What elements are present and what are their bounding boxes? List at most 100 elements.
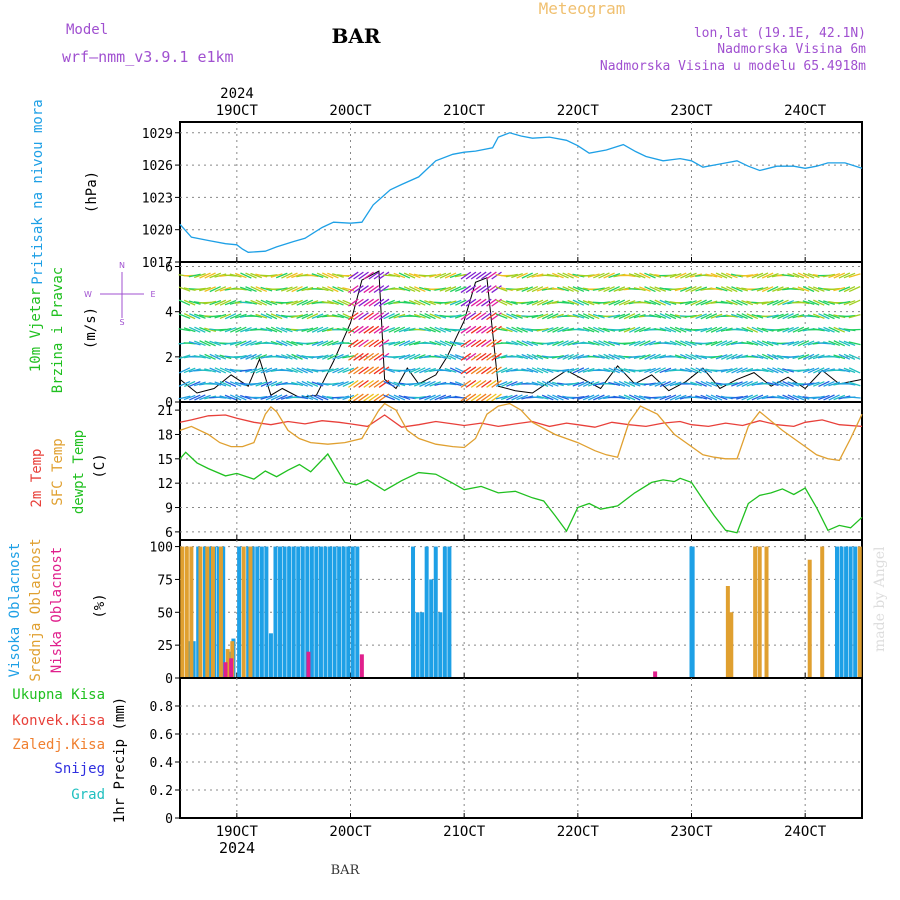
wind-barb xyxy=(214,313,227,319)
wind-barb xyxy=(332,353,344,360)
cloud-bar xyxy=(207,546,212,678)
wind-barb xyxy=(270,381,283,387)
wind-barb xyxy=(679,327,692,333)
wind-barb xyxy=(378,285,390,294)
wind-barb xyxy=(664,394,677,401)
wind-barb xyxy=(603,286,615,293)
wind-barb xyxy=(470,298,482,307)
wind-barb xyxy=(209,299,222,306)
wind-barb xyxy=(659,394,672,401)
wind-barb xyxy=(337,299,349,306)
wind-barb xyxy=(316,272,329,279)
wind-barb xyxy=(224,341,237,345)
wind-barb xyxy=(353,285,364,294)
wind-barb xyxy=(521,368,534,373)
wind-barb xyxy=(444,286,457,293)
wind-barb xyxy=(623,380,636,387)
wind-barb xyxy=(178,367,191,374)
wind-barb xyxy=(311,355,324,359)
wind-barb xyxy=(368,271,380,280)
wind-barb xyxy=(393,287,406,291)
wind-key-s: S xyxy=(119,318,124,327)
wind-barb xyxy=(710,272,723,279)
wind-barb xyxy=(189,326,201,333)
wind-barb xyxy=(649,367,661,374)
wind-barb xyxy=(475,379,487,388)
wind-barb xyxy=(807,367,820,374)
wind-barb xyxy=(531,313,544,319)
panel-frame xyxy=(179,121,863,263)
panel-frame xyxy=(179,677,863,819)
wind-barb xyxy=(761,340,774,347)
wind-barb xyxy=(736,380,748,387)
wind-barb xyxy=(470,379,482,388)
wind-barb xyxy=(408,340,421,346)
precip-legend: Ukupna Kisa Konvek.Kisa Zaledj.Kisa Snijeg G… xyxy=(12,687,105,803)
wind-barb xyxy=(777,299,789,306)
y-tick-label: 6 xyxy=(165,261,173,276)
wind-barb xyxy=(373,285,385,294)
wind-barb xyxy=(669,394,682,401)
wind-barb xyxy=(204,340,216,347)
wind-barb xyxy=(521,272,533,279)
wind-barb xyxy=(348,285,359,294)
wind-barb xyxy=(623,394,636,401)
wind-barb xyxy=(449,367,462,374)
wind-barb xyxy=(838,353,851,360)
wind-barb xyxy=(587,273,600,278)
wind-barb xyxy=(322,272,334,279)
wind-barb xyxy=(353,379,364,388)
wind-barb xyxy=(475,298,487,307)
wind-barb xyxy=(807,273,820,279)
wind-barb xyxy=(813,381,825,387)
y-tick-label: 25 xyxy=(157,639,173,654)
wind-barb xyxy=(403,300,416,305)
wind-barb xyxy=(782,341,795,346)
wind-barb xyxy=(761,353,774,360)
wind-barb xyxy=(623,313,636,320)
wind-barb xyxy=(444,340,457,347)
wind-barb xyxy=(311,340,324,346)
wind-barb xyxy=(337,367,349,374)
wind-barb xyxy=(388,381,401,387)
wind-barb xyxy=(189,313,201,320)
y-tick-label: 1023 xyxy=(142,191,173,206)
wind-barb xyxy=(807,285,820,293)
wind-barb xyxy=(219,299,232,306)
wind-barb xyxy=(736,395,749,400)
wind-barb xyxy=(358,271,369,280)
wind-barb xyxy=(654,354,667,360)
wind-barb xyxy=(649,353,661,360)
wind-barb xyxy=(644,300,656,306)
wind-barb xyxy=(481,271,492,280)
wind-barb xyxy=(368,325,380,334)
cloud-bar xyxy=(198,546,203,678)
wind-barb xyxy=(316,340,329,347)
y-tick-label: 75 xyxy=(157,573,173,588)
wind-barb xyxy=(823,380,835,387)
wind-barb xyxy=(669,381,682,387)
cloud-bar xyxy=(844,546,849,678)
wind-barb xyxy=(178,328,191,332)
wind-barb xyxy=(348,366,359,375)
wind-barb xyxy=(429,340,442,346)
wind-barb xyxy=(772,313,784,319)
wind-barb xyxy=(188,341,201,346)
wind-barb xyxy=(306,326,319,333)
top-date-tick-label: 23OCT xyxy=(670,103,713,119)
wind-barb xyxy=(772,299,784,306)
wind-barb xyxy=(813,367,825,374)
wind-barb xyxy=(393,354,406,359)
cloud-bar xyxy=(268,633,273,678)
wind-barb xyxy=(255,286,268,293)
wind-barb xyxy=(613,354,626,360)
wind-barb xyxy=(731,313,743,319)
wind-barb xyxy=(603,367,616,373)
wind-barb xyxy=(296,328,309,332)
wind-barb xyxy=(664,273,677,278)
panel-ylabels: Pritisak na nivou mora (hPa) 10m Vjetar Brz… xyxy=(7,99,128,823)
wind-barb xyxy=(291,353,303,360)
wind-barb xyxy=(700,327,713,333)
wind-barb xyxy=(270,326,283,333)
wind-barb xyxy=(674,354,687,360)
